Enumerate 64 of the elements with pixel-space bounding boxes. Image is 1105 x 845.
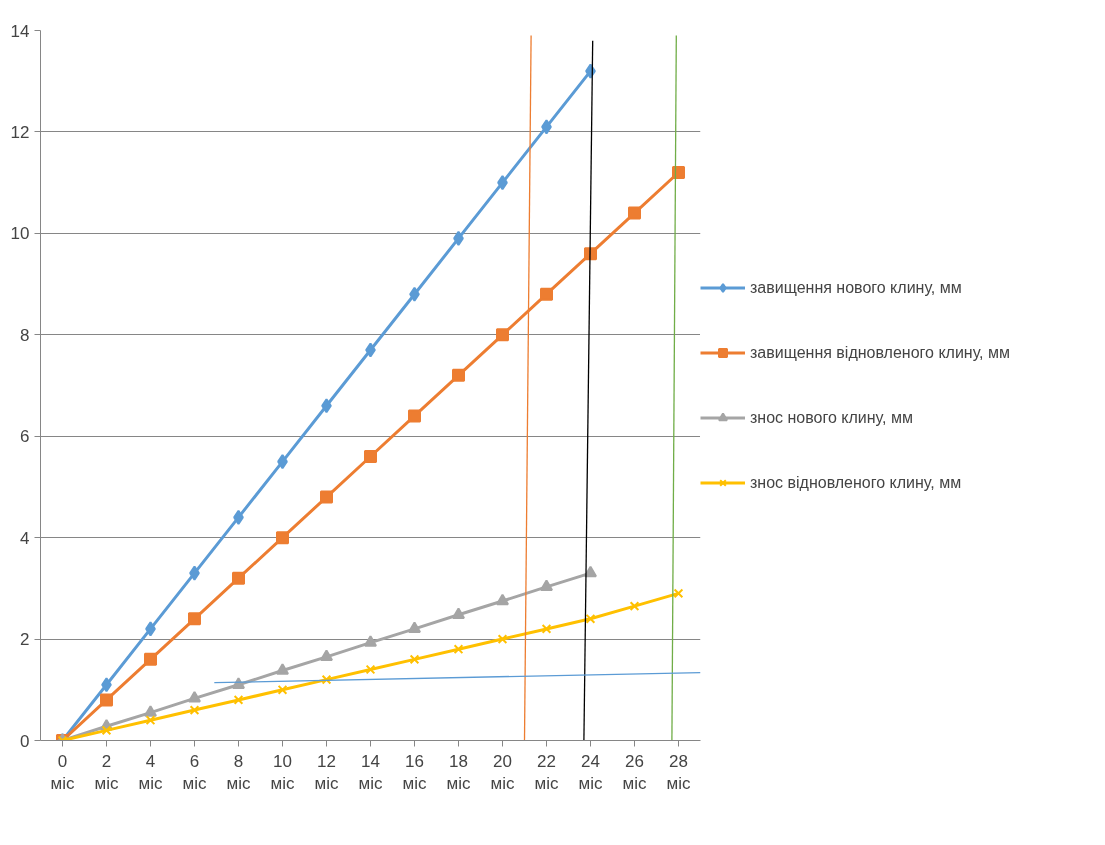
point	[365, 664, 376, 675]
y-tick-label: 14	[10, 21, 30, 41]
point	[364, 635, 377, 647]
point	[497, 634, 508, 644]
point	[100, 693, 113, 707]
legend-label: знос відновленого клину, мм	[750, 473, 962, 492]
point	[453, 644, 464, 655]
point	[233, 695, 244, 705]
legend-label: знос нового клину, мм	[750, 408, 913, 427]
point	[189, 705, 200, 715]
point	[496, 593, 509, 606]
x-tick-label: 4 міс	[138, 751, 163, 794]
point	[409, 654, 420, 665]
point	[276, 531, 289, 545]
point	[144, 705, 157, 717]
x-tick-label: 22 міс	[534, 751, 559, 794]
point	[364, 450, 377, 463]
point	[541, 624, 552, 634]
point	[188, 691, 201, 703]
point	[276, 663, 289, 675]
point	[320, 490, 333, 504]
point	[540, 287, 553, 301]
point	[452, 607, 465, 619]
point	[320, 649, 333, 661]
y-tick-label: 8	[20, 325, 30, 345]
point	[277, 684, 288, 695]
point	[408, 621, 421, 634]
point	[101, 725, 112, 736]
point	[321, 674, 332, 685]
point	[628, 206, 641, 220]
point	[232, 571, 245, 585]
x-tick-label: 26 міс	[622, 751, 647, 794]
point	[452, 368, 465, 382]
point	[629, 601, 640, 611]
x-tick-label: 0 міс	[50, 751, 75, 794]
point	[188, 612, 201, 626]
legend-label: завищення нового клину, мм	[750, 278, 962, 297]
x-tick-label: 16 міс	[402, 751, 427, 794]
legend-label: завищення відновленого клину, мм	[750, 343, 1010, 362]
x-tick-label: 18 міс	[446, 751, 471, 794]
point	[232, 677, 245, 689]
point	[673, 588, 684, 599]
y-tick-label: 0	[20, 731, 30, 751]
x-tick-label: 10 міс	[270, 751, 295, 794]
x-tick-label: 6 міс	[182, 751, 207, 794]
x-tick-label: 12 міс	[314, 751, 339, 794]
point	[672, 166, 685, 179]
point	[145, 715, 156, 726]
x-tick-label: 24 міс	[578, 751, 603, 794]
x-tick-label: 28 міс	[666, 751, 691, 794]
x-tick-label: 14 міс	[358, 751, 383, 794]
point	[144, 652, 157, 666]
point	[585, 613, 596, 624]
point	[496, 328, 509, 342]
x-tick-label: 8 міс	[226, 751, 251, 794]
y-tick-label: 4	[20, 528, 30, 548]
y-tick-label: 12	[10, 122, 30, 142]
x-tick-label: 2 міс	[94, 751, 119, 794]
y-tick-label: 10	[10, 224, 30, 244]
x-tick-label: 20 міс	[490, 751, 515, 794]
point	[408, 409, 421, 423]
y-tick-label: 2	[20, 630, 30, 650]
point	[540, 579, 553, 592]
y-tick-label: 6	[20, 427, 30, 447]
